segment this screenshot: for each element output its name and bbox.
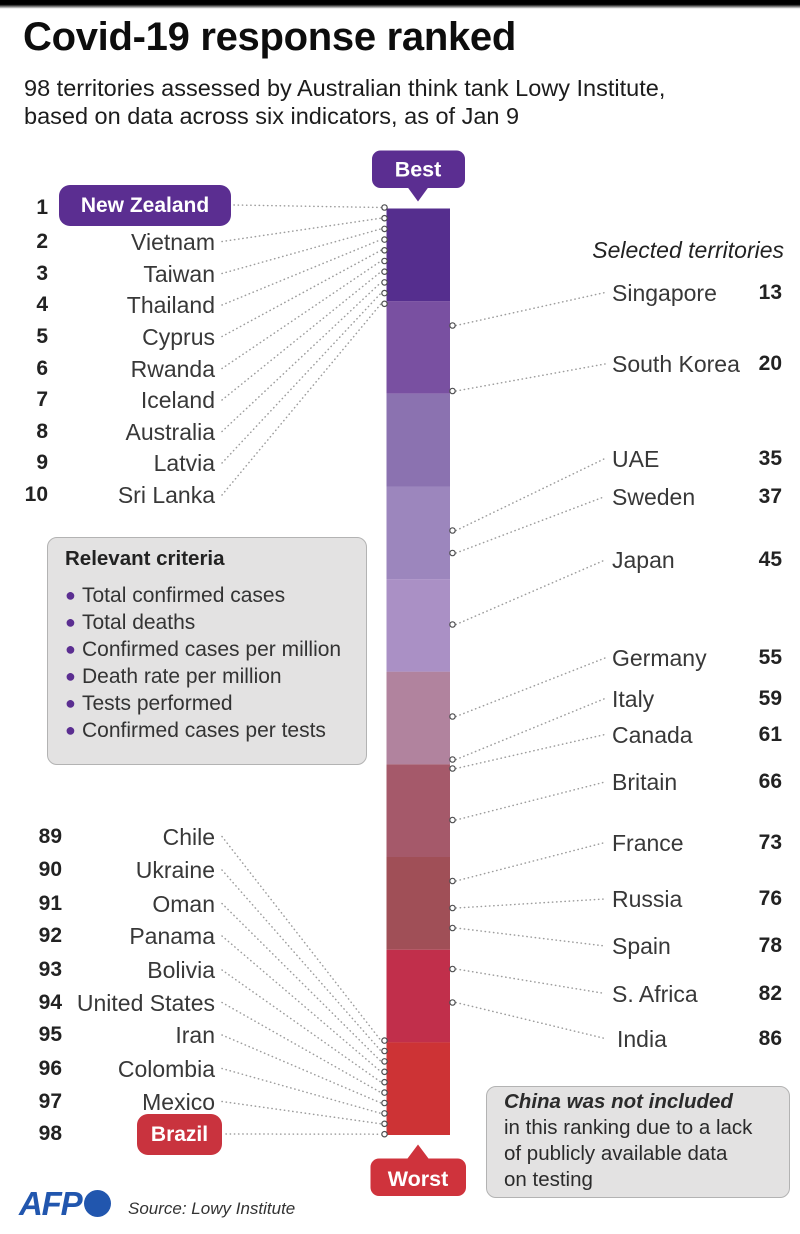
svg-text:Worst: Worst <box>388 1167 449 1191</box>
svg-text:Best: Best <box>395 158 442 182</box>
